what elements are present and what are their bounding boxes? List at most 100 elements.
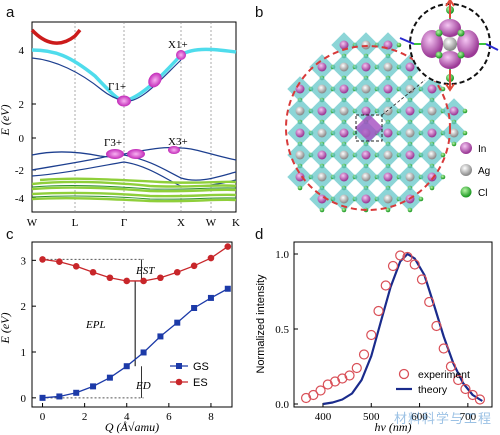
experiment-point [300,392,312,404]
es-point [56,258,63,266]
gs-point [191,305,198,311]
x1-lobe [176,50,186,60]
in-atom [317,62,327,72]
experiment-point [424,296,435,308]
es-point [173,268,181,276]
in-atom [339,128,349,138]
es-point [190,262,198,270]
experiment-point [322,379,333,390]
es-point [123,277,131,285]
band-green-bundle [31,177,237,203]
chart-c-series [39,243,232,401]
gs-point [207,294,214,301]
kpoint-W1: W [27,217,38,229]
in-atom [405,150,415,160]
experiment-point [344,370,355,381]
annot-epl: EPL [85,319,106,331]
legend-ag-label: Ag [478,166,490,177]
es-point [157,274,164,282]
in-atom [295,128,305,138]
d-ytick-label: 1.0 [275,249,289,261]
legend-in-label: In [478,144,486,155]
experiment-point [380,280,391,291]
gs-point [157,333,164,340]
c-ytick-label: 2 [21,301,27,313]
panel-d-label: d [255,226,264,243]
experiment-point [315,385,326,396]
band-ytick-3: -2 [15,165,24,177]
legend-theory-label: theory [418,384,448,396]
ag-atom [361,84,371,94]
gamma1-lobe [117,95,131,107]
chart-c-ylabel: E (eV) [0,313,12,345]
chart-d-ylabel: Normalized intensity [255,274,267,374]
es-point [72,262,80,270]
ag-atom [317,128,327,138]
experiment-point [474,394,486,405]
annot-x1: X1+ [168,39,188,51]
legend-gs-label: GS [193,361,209,373]
ag-atom [383,150,393,160]
gs-point [174,319,181,326]
experiment-point [387,260,399,272]
experiment-point [337,373,348,384]
gamma3-lobe-right [127,149,145,159]
lattice-grid [287,32,468,213]
ag-atom [339,62,349,72]
gs-point [56,393,63,400]
panel-a-label: a [6,4,15,21]
experiment-point [460,383,471,395]
in-atom [383,128,393,138]
in-atom [361,62,371,72]
band-green-dark [31,185,237,200]
annot-ed: ED [135,380,151,392]
ag-atom [317,172,327,182]
dashed-region-circle [285,45,451,211]
ag-atom [427,150,437,160]
band-ylabel: E (eV) [0,105,12,137]
experiment-point [373,305,384,317]
arrow-down-icon [445,70,455,92]
in-atom [339,40,349,50]
experiment-point [467,389,478,401]
chart-d-series [300,250,486,406]
in-atom [339,172,349,182]
band-ytick-1: 2 [19,99,25,111]
es-point [39,256,46,263]
experiment-point [351,362,362,374]
annot-gamma1: Γ1+ [108,81,126,93]
gs-point [106,374,113,381]
ag-atom [295,106,305,116]
kpoint-W2: W [206,217,217,229]
in-atom [427,84,437,94]
arrow-up-icon [445,0,455,18]
es-point [140,277,147,285]
band-ytick-4: -4 [15,193,25,205]
kpoint-X: X [177,217,185,229]
experiment-point [395,250,406,261]
legend-experiment-marker [398,368,410,380]
band-ytick-2: 0 [19,133,25,145]
experiment-point [409,259,420,270]
ag-atom [383,62,393,72]
cl-atom [396,42,402,48]
band-ytick-0: 4 [19,45,25,57]
band-structure-plot: 4 2 0 -2 -4 E (eV) [0,21,240,229]
cl-atom [440,174,446,180]
cl-atom [451,141,457,147]
kpoint-K: K [232,217,240,229]
ag-atom [339,106,349,116]
in-atom [317,106,327,116]
kpoint-Gamma: Γ [121,217,127,229]
legend-experiment-label: experiment [418,369,470,381]
cl-atom [418,196,424,202]
gs-point [224,285,231,292]
c-xtick-label: 2 [82,411,88,423]
annot-est: EST [135,265,155,277]
cl-atom [462,108,468,114]
cl-atom [319,207,325,213]
in-atom [405,106,415,116]
cl-atom [462,130,468,136]
chart-c-axes: 0 2 4 6 8 0 1 2 3 [21,255,215,423]
